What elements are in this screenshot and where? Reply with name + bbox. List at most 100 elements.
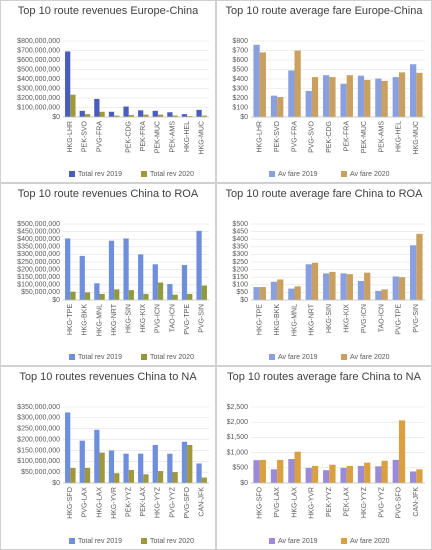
bar (152, 445, 158, 483)
y-tick-label: $1,500 (227, 434, 249, 441)
x-tick-label: TAO-ICN (169, 304, 176, 332)
y-tick-label: $350,000,000 (17, 404, 60, 411)
y-tick-label: $450 (232, 228, 248, 235)
x-tick-label: HKG-SFO (67, 486, 74, 518)
legend-swatch (269, 354, 275, 360)
bar (259, 459, 266, 483)
bar (270, 95, 278, 117)
bar (381, 80, 388, 117)
legend-swatch (341, 538, 347, 544)
bar (270, 281, 278, 300)
bar (128, 290, 134, 300)
bar (311, 262, 319, 300)
chart-panel: Top 10 route average fare Europe-China $0… (216, 0, 432, 183)
x-tick-label: CAN-JFK (199, 487, 206, 517)
y-tick-label: $800,000,000 (17, 38, 60, 45)
legend-label: Av fare 2020 (350, 538, 390, 545)
chart-title: Top 10 route revenues China to ROA (17, 188, 199, 200)
bar (187, 116, 193, 117)
y-tick-label: $500 (232, 465, 248, 472)
bar (416, 469, 423, 483)
bar (392, 459, 399, 483)
bar (181, 265, 188, 300)
bar (410, 245, 417, 300)
chart: $0$50,000,000$100,000,000$150,000,000$20… (17, 221, 209, 361)
y-tick-label: $0 (52, 480, 60, 487)
y-tick-label: $200,000,000 (17, 266, 60, 273)
legend-swatch (341, 354, 347, 360)
y-tick-label: $150,000,000 (17, 274, 60, 281)
legend-label: Total rev 2019 (78, 171, 122, 178)
chart: $0 $100,000,000 $200,000,000 $300,000,000 $4… (17, 38, 209, 178)
legend-swatch (69, 538, 75, 544)
bar (79, 255, 85, 300)
bar (340, 273, 347, 300)
bar (323, 273, 330, 300)
x-tick-label: PVG-YYZ (169, 486, 176, 517)
bar (172, 472, 178, 483)
bar (70, 291, 76, 300)
chart: $0$50,000,000$100,000,000$150,000,000$20… (17, 404, 209, 545)
chart: $0 $500 $1,000 $1,500 $2,000 $2,500 HKG-SFO PVG… (227, 404, 425, 545)
chart-panel: Top 10 routes average fare China to NA $0… (216, 366, 432, 550)
bar (167, 453, 173, 483)
bar (94, 429, 100, 483)
bar (340, 467, 347, 483)
y-tick-label: $200,000,000 (17, 436, 60, 443)
bar (288, 70, 295, 117)
y-tick-label: $350,000,000 (17, 244, 60, 251)
bar (357, 75, 365, 117)
bar (157, 471, 164, 483)
x-tick-label: HKG-LAX (96, 487, 103, 518)
bar (79, 440, 85, 483)
bar (152, 264, 158, 300)
bar (79, 110, 85, 117)
bar (94, 98, 100, 117)
x-tick-label: PEK-SVO (274, 120, 281, 152)
x-tick-label: PVG-TPE (184, 304, 191, 335)
bar (196, 230, 202, 300)
x-tick-label: PEK-YYZ (126, 486, 133, 517)
y-tick-label: $250,000,000 (17, 259, 60, 266)
x-tick-label: HKG-SIN (126, 304, 133, 333)
x-tick-label: HKG-MNL (291, 304, 298, 336)
bar (305, 467, 312, 483)
bar (181, 114, 188, 117)
bar (253, 460, 260, 483)
x-tick-label: PVG-SFO (396, 486, 403, 518)
bar (201, 477, 207, 483)
bar (346, 274, 353, 300)
x-tick-label: HKG-HEL (396, 121, 403, 152)
legend-swatch (69, 171, 75, 177)
x-tick-label: HKG-YVR (309, 487, 316, 519)
bar (187, 445, 193, 483)
y-tick-label: $100,000,000 (17, 282, 60, 289)
chart-title: Top 10 route average fare Europe-China (225, 5, 423, 17)
bar (294, 451, 301, 483)
y-tick-label: $400 (232, 76, 248, 83)
x-tick-label: HKG-LHR (257, 121, 264, 153)
y-tick-label: $250 (232, 259, 248, 266)
bar (346, 465, 353, 483)
bar (288, 288, 295, 300)
y-tick-label: $300,000,000 (17, 251, 60, 258)
chart: $0$50$100$150$200$250$300$350$400$450$50… (232, 221, 425, 361)
y-tick-label: $0 (240, 297, 248, 304)
bar (416, 72, 423, 117)
bar (357, 281, 365, 300)
bar (375, 466, 382, 483)
x-tick-label: PVG-LAX (274, 487, 281, 518)
bar (259, 52, 266, 117)
x-tick-label: HKG-MUC (199, 121, 206, 154)
y-tick-label: $100,000,000 (17, 104, 60, 111)
x-tick-label: PVG-SIN (199, 304, 206, 333)
x-tick-label: HKG-SFO (257, 486, 264, 518)
bar (138, 453, 144, 483)
bar (410, 471, 417, 483)
chart: $0 $100 $200 $300 $400 $500 $600 $700 $800 HKG-LH… (232, 38, 425, 178)
bar (84, 292, 91, 300)
x-tick-label: HKG-MUC (413, 121, 420, 154)
bar (311, 77, 319, 117)
x-tick-label: PEK-MUC (155, 121, 162, 153)
x-tick-label: PEK-MUC (361, 121, 368, 153)
